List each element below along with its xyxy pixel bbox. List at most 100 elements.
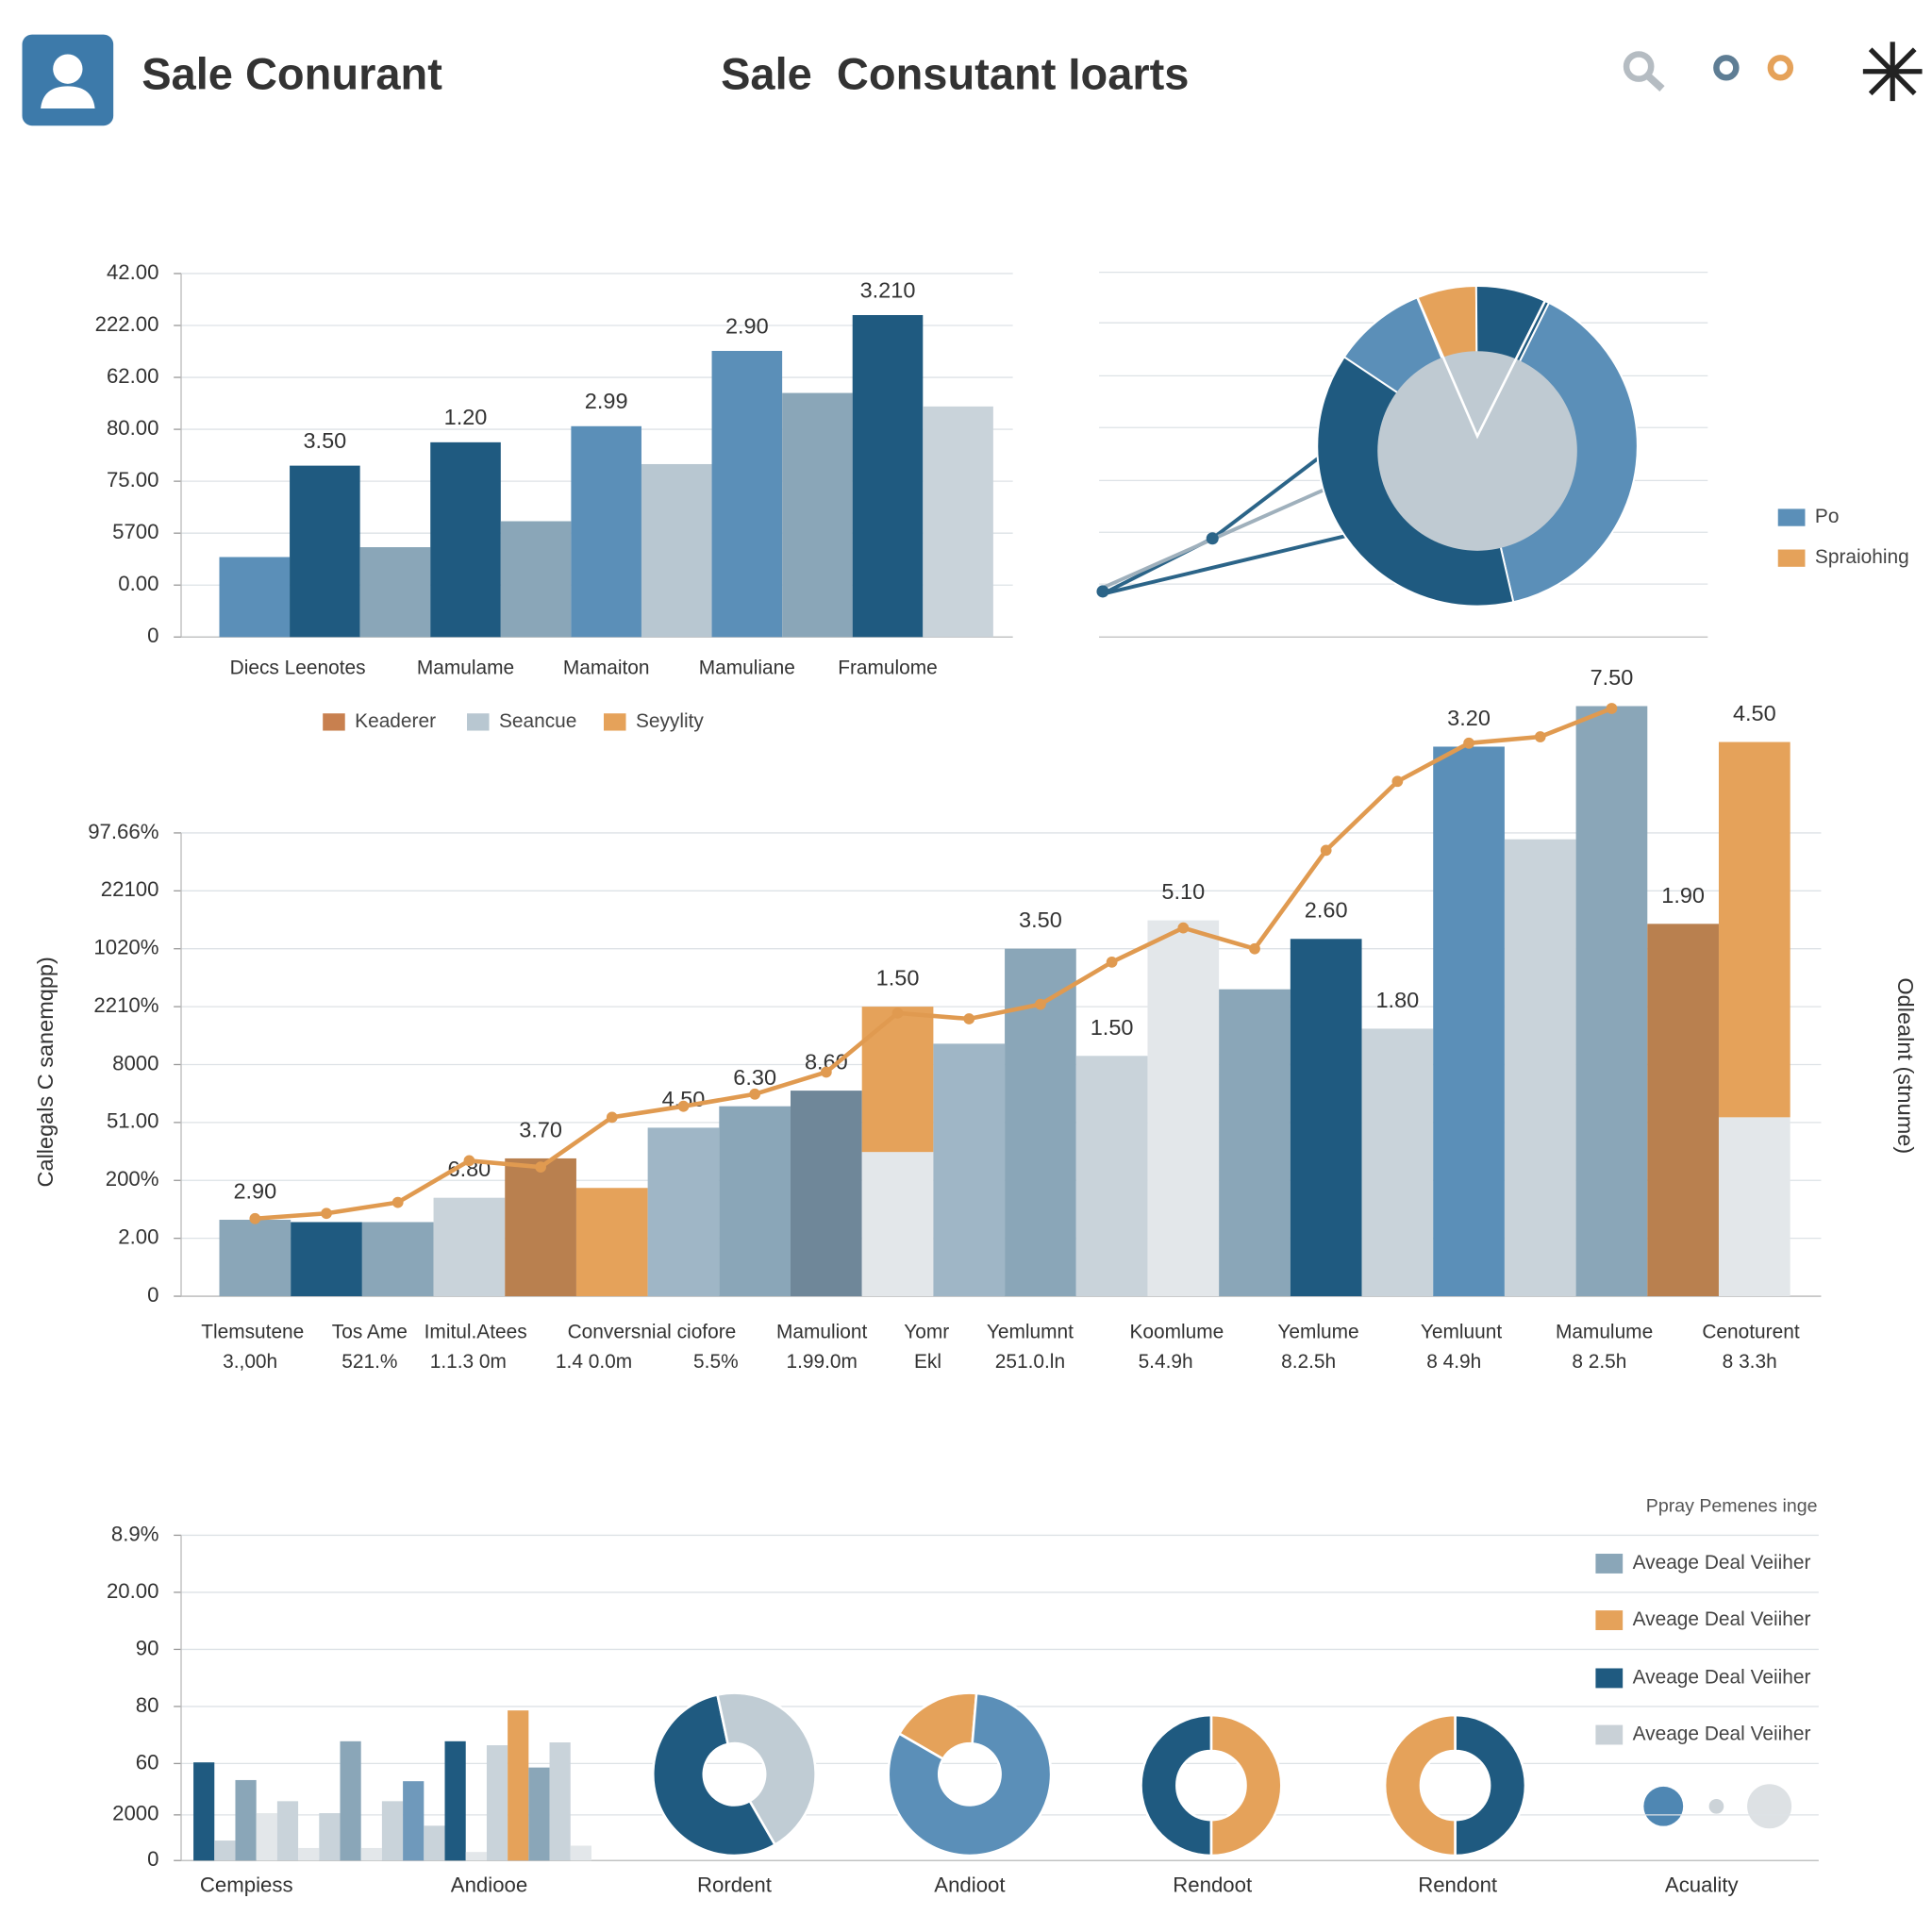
donut-slice — [1209, 1713, 1283, 1857]
y-tick-label: 97.66% — [88, 820, 158, 843]
bar — [235, 1779, 257, 1861]
data-label: 2.90 — [233, 1178, 276, 1203]
y-tick-label: 1020% — [93, 936, 158, 959]
legend-label: Aveage Deal Veiiher — [1633, 1724, 1811, 1745]
legend-title: Ppray Pemenes inge — [1646, 1496, 1818, 1517]
bar — [444, 1740, 466, 1861]
x-tick-label: Cempiess — [200, 1874, 293, 1897]
bar — [403, 1781, 425, 1861]
bar — [1647, 924, 1719, 1297]
bar-segment — [861, 1007, 934, 1153]
bar — [508, 1710, 529, 1861]
trend-point — [391, 1196, 404, 1208]
legend-swatch — [1595, 1554, 1624, 1574]
bar — [505, 1158, 576, 1297]
bar — [433, 1197, 506, 1297]
data-label: 1.20 — [444, 405, 488, 429]
y-tick-label: 8000 — [112, 1051, 158, 1074]
bar — [500, 521, 572, 638]
data-label: 2.90 — [725, 313, 769, 338]
x-tick-label: Yemlume — [1277, 1322, 1358, 1343]
y-tick-label: 5700 — [112, 520, 158, 543]
data-label: 7.50 — [1591, 665, 1634, 690]
status-dot[interactable] — [1767, 55, 1794, 81]
y-tick-label: 0 — [147, 624, 158, 647]
bar — [319, 1813, 341, 1861]
menu-icon[interactable] — [1862, 42, 1923, 102]
x-tick-label: Framulome — [838, 658, 938, 679]
legend-swatch — [1777, 508, 1806, 526]
bar — [575, 1188, 648, 1297]
bar — [647, 1127, 720, 1297]
bar — [1075, 1056, 1148, 1297]
legend-label: Seancue — [499, 710, 576, 732]
legend-label: Keaderer — [355, 710, 436, 732]
bar — [290, 465, 360, 638]
bar — [1147, 920, 1220, 1297]
app-icon[interactable] — [22, 34, 114, 126]
trend-point — [1320, 844, 1332, 857]
bar — [381, 1801, 404, 1861]
bar — [256, 1813, 277, 1861]
trend-point — [1106, 956, 1118, 968]
legend-label: Seyylity — [636, 710, 704, 732]
bar — [360, 1847, 382, 1861]
bar — [193, 1762, 215, 1861]
x-tick-label: Yemluunt — [1421, 1322, 1502, 1343]
bar — [291, 1222, 362, 1297]
bar — [359, 547, 431, 638]
bar — [340, 1740, 361, 1861]
data-label: 1.80 — [1375, 988, 1419, 1012]
legend-label: Aveage Deal Veiiher — [1633, 1552, 1811, 1574]
x-tick-label: Mamulame — [417, 658, 514, 679]
y-tick-label: 0 — [147, 1283, 158, 1307]
donut-slice — [1383, 1713, 1457, 1857]
bar — [214, 1840, 236, 1861]
bar — [430, 441, 501, 638]
bar — [528, 1767, 550, 1861]
status-dot[interactable] — [1713, 55, 1740, 81]
search-handle — [1645, 74, 1665, 92]
pie-wedge-edge — [1416, 296, 1546, 440]
y-tick-label: 0 — [147, 1847, 158, 1871]
y-tick-label: 0.00 — [118, 572, 158, 595]
donut-slice — [715, 1691, 817, 1847]
bar — [570, 1845, 591, 1861]
trend-point — [891, 1007, 904, 1019]
page-title: Sale Consutant Ioarts — [721, 49, 1189, 99]
x-tick-sublabel: 521.% — [341, 1351, 397, 1373]
bar — [1290, 939, 1362, 1297]
x-tick-label: Yomr — [904, 1322, 949, 1343]
bar — [711, 350, 783, 638]
legend-swatch — [467, 713, 490, 731]
y-tick-label: 90 — [136, 1636, 159, 1659]
x-tick-label: Koomlume — [1129, 1322, 1224, 1343]
x-tick-sublabel: Ekl — [914, 1351, 941, 1373]
connector-dot — [1096, 585, 1109, 598]
y-axis-label: Callegals C sanemqpp) — [33, 957, 58, 1187]
search-icon[interactable] — [1623, 51, 1665, 92]
trend-point — [1177, 922, 1190, 934]
y-tick-label: 20.00 — [107, 1579, 159, 1603]
bar — [1504, 839, 1576, 1297]
y-tick-label: 80.00 — [107, 416, 159, 440]
legend-swatch — [1595, 1610, 1624, 1630]
trend-point — [463, 1155, 475, 1167]
x-tick-label: Tlemsutene — [201, 1322, 304, 1343]
legend-label: Spraiohing — [1815, 546, 1909, 568]
x-tick-sublabel: 8.2.5h — [1281, 1351, 1336, 1373]
y-tick-label: 8.9% — [111, 1522, 159, 1545]
y-tick-label: 22100 — [101, 877, 159, 901]
data-label: 1.50 — [1091, 1015, 1134, 1040]
trend-point — [677, 1100, 690, 1112]
bar — [219, 557, 291, 638]
x-tick-sublabel: 8 2.5h — [1572, 1351, 1626, 1373]
bar — [486, 1745, 508, 1861]
app-title: Sale Conurant — [142, 49, 442, 99]
bar — [424, 1825, 445, 1861]
y-tick-label: 2210% — [93, 993, 158, 1017]
data-label: 4.50 — [1733, 701, 1776, 725]
x-tick-sublabel: 8 3.3h — [1723, 1351, 1777, 1373]
